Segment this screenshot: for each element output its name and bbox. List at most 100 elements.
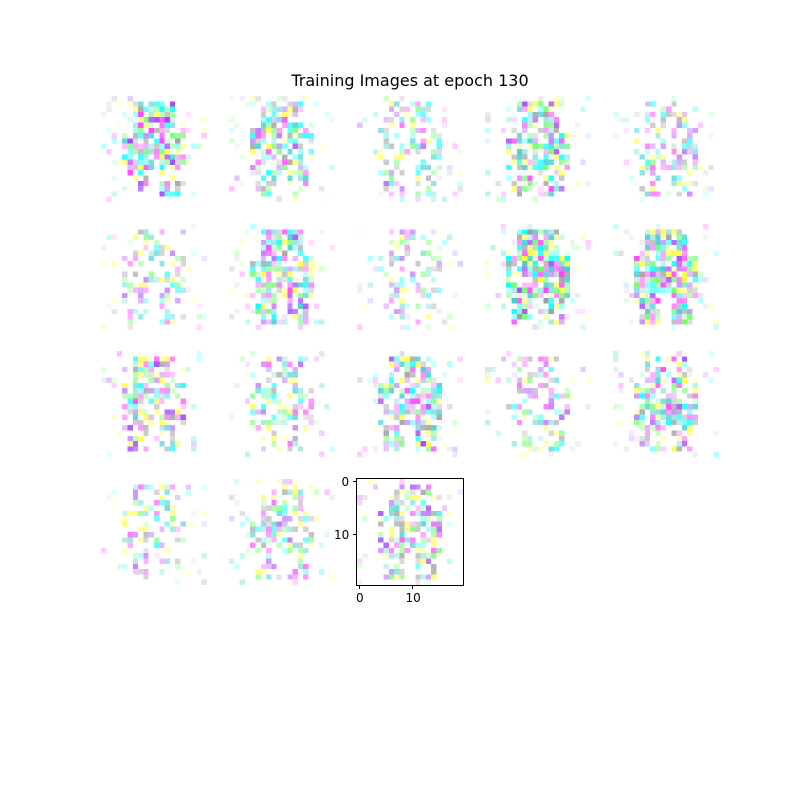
image-pixel [543, 271, 549, 277]
image-pixel [159, 245, 165, 251]
image-pixel [138, 500, 144, 506]
image-pixel [191, 298, 197, 304]
image-pixel [532, 196, 538, 202]
image-pixel [527, 186, 533, 192]
image-pixel [559, 303, 565, 309]
image-pixel [644, 361, 651, 367]
image-pixel [297, 303, 304, 309]
image-pixel [324, 111, 330, 118]
image-pixel [431, 277, 437, 283]
image-pixel [548, 106, 554, 112]
image-pixel [404, 494, 410, 501]
image-pixel [148, 164, 154, 171]
image-pixel [159, 494, 165, 501]
image-pixel [425, 324, 432, 330]
image-pixel [308, 133, 314, 139]
image-pixel [313, 101, 320, 107]
image-pixel [266, 292, 272, 299]
image-pixel [255, 303, 261, 309]
image-pixel [116, 159, 123, 165]
image-pixel [255, 261, 261, 267]
image-pixel [527, 356, 533, 362]
image-pixel [250, 143, 256, 149]
image-pixel [527, 314, 533, 320]
image-pixel [388, 510, 395, 517]
image-pixel [138, 366, 144, 373]
image-pixel [266, 127, 272, 134]
image-pixel [282, 409, 288, 415]
image-pixel [287, 133, 293, 139]
image-pixel [229, 138, 235, 144]
image-pixel [666, 398, 672, 404]
image-pixel [111, 96, 117, 102]
image-pixel [538, 271, 544, 277]
image-pixel [516, 138, 523, 144]
image-pixel [681, 377, 688, 383]
image-pixel [681, 361, 688, 367]
image-pixel [169, 314, 176, 320]
image-pixel [420, 505, 426, 511]
image-pixel [522, 229, 528, 235]
image-pixel [185, 521, 192, 527]
image-pixel [180, 569, 186, 575]
image-pixel [250, 101, 256, 107]
image-pixel [527, 133, 533, 139]
image-pixel [260, 117, 267, 123]
image-pixel [394, 356, 400, 362]
image-pixel [681, 404, 688, 410]
image-pixel [436, 404, 442, 410]
image-pixel [681, 245, 688, 251]
image-pixel [159, 106, 165, 112]
image-pixel [132, 563, 139, 570]
image-pixel [420, 106, 426, 112]
image-pixel [159, 372, 165, 378]
image-pixel [415, 547, 421, 554]
generated-image-14 [485, 351, 591, 457]
image-pixel [660, 154, 666, 160]
image-pixel [138, 537, 144, 543]
image-pixel [378, 537, 384, 543]
image-pixel [250, 164, 256, 171]
image-pixel [634, 255, 640, 262]
image-pixel [399, 409, 405, 415]
image-pixel [388, 526, 395, 532]
image-pixel [303, 175, 309, 181]
image-pixel [169, 435, 176, 442]
image-pixel [410, 526, 416, 532]
image-pixel [388, 191, 395, 197]
image-pixel [154, 138, 160, 144]
image-pixel [292, 382, 298, 389]
image-pixel [436, 175, 442, 181]
image-pixel [564, 282, 570, 288]
image-pixel [271, 101, 277, 107]
image-pixel [420, 537, 426, 543]
image-pixel [399, 170, 405, 176]
image-pixel [175, 526, 181, 532]
image-pixel [431, 574, 437, 580]
image-pixel [154, 388, 160, 394]
image-pixel [378, 154, 384, 160]
image-pixel [175, 537, 181, 543]
image-pixel [196, 324, 202, 330]
image-pixel [303, 356, 309, 362]
image-pixel [319, 430, 325, 436]
image-pixel [372, 425, 379, 431]
image-pixel [532, 245, 538, 251]
image-pixel [527, 446, 533, 452]
image-pixel [383, 553, 389, 559]
image-pixel [154, 250, 160, 256]
image-pixel [644, 245, 651, 251]
image-pixel [559, 133, 565, 139]
image-pixel [399, 314, 405, 320]
image-pixel [175, 186, 181, 192]
image-pixel [260, 435, 267, 442]
image-pixel [159, 164, 165, 171]
image-pixel [436, 266, 442, 272]
image-pixel [266, 377, 272, 383]
image-pixel [516, 298, 523, 304]
image-pixel [639, 388, 645, 394]
image-pixel [260, 154, 267, 160]
image-pixel [260, 282, 267, 288]
image-pixel [292, 569, 298, 575]
image-pixel [357, 229, 363, 235]
